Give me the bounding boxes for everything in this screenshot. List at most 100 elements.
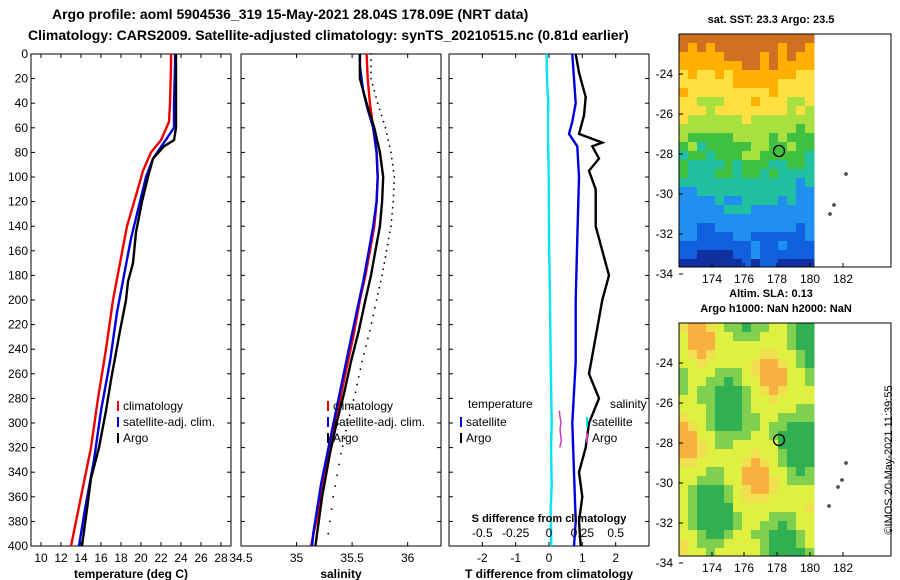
map-cell (787, 232, 797, 242)
map-cell (805, 458, 815, 468)
argo-dot (348, 414, 351, 417)
map-cell (751, 196, 761, 206)
map-cell (787, 187, 797, 197)
map-cell (724, 196, 734, 206)
map-cell (778, 79, 788, 89)
map-cell (715, 52, 725, 62)
map-cell (679, 160, 689, 170)
argo-dot (384, 126, 387, 129)
map-cell (760, 422, 770, 432)
map-cell (742, 214, 752, 224)
argo-dot (382, 268, 385, 271)
map-cell (688, 503, 698, 513)
argo-dot (363, 352, 365, 355)
map-cell (796, 169, 806, 179)
map-cell (778, 359, 788, 369)
map-cell (733, 458, 743, 468)
map-cell (715, 476, 725, 486)
map-cell (706, 70, 716, 80)
map-cell (805, 34, 815, 44)
map-cell (688, 79, 698, 89)
map-cell (769, 539, 779, 549)
map-cell (733, 61, 743, 71)
map-cell (787, 34, 797, 44)
map-cell (778, 476, 788, 486)
map-cell (742, 449, 752, 459)
map-cell (742, 250, 752, 260)
map-cell (679, 61, 689, 71)
map-cell (724, 250, 734, 260)
map-cell (796, 413, 806, 423)
argo-dot (359, 368, 362, 371)
map-cell (697, 160, 707, 170)
map-cell (751, 106, 761, 116)
map-cell (760, 133, 770, 143)
legend-label: satellite-adj. clim. (333, 415, 425, 429)
y-tick-label: 240 (8, 342, 28, 356)
map-cell (796, 106, 806, 116)
map-cell (724, 178, 734, 188)
x-tick-label: 1 (579, 551, 586, 565)
map-cell (742, 43, 752, 53)
map-cell (715, 133, 725, 143)
map-cell (778, 458, 788, 468)
map-cell (778, 178, 788, 188)
map-cell (778, 124, 788, 134)
map-cell (688, 377, 698, 387)
argo-dot (373, 90, 376, 92)
map-cell (796, 521, 806, 531)
map-cell (760, 115, 770, 125)
map-cell (715, 61, 725, 71)
map-cell (697, 503, 707, 513)
map-cell (778, 395, 788, 405)
map-cell (715, 377, 725, 387)
map-cell (715, 395, 725, 405)
map-cell (715, 250, 725, 260)
map-cell (769, 422, 779, 432)
map-cell (769, 485, 779, 495)
map-cell (796, 223, 806, 233)
map-cell (724, 458, 734, 468)
map-cell (805, 485, 815, 495)
map-x-tick-label: 176 (734, 272, 754, 286)
map-cell (742, 223, 752, 233)
map-cell (715, 368, 725, 378)
map-cell (688, 467, 698, 477)
map-cell (787, 467, 797, 477)
argo-dot (373, 306, 376, 309)
map-cell (688, 404, 698, 414)
map-x-tick-label: 174 (702, 272, 722, 286)
map-cell (706, 494, 716, 504)
map-cell (679, 494, 689, 504)
map-cell (706, 250, 716, 260)
map-cell (778, 133, 788, 143)
map-cell (805, 106, 815, 116)
map-cell (697, 241, 707, 251)
panel-temperature: 0 20 40 60 80 100 120 140 160 180 200 220 240 260 280 3… (8, 47, 232, 580)
map-cell (688, 359, 698, 369)
map-cell (715, 70, 725, 80)
map-cell (733, 539, 743, 549)
map-cell (724, 368, 734, 378)
map-cell (733, 404, 743, 414)
map-cell (706, 232, 716, 242)
series-line-Argo (314, 54, 385, 547)
map-cell (706, 169, 716, 179)
map-cell (760, 250, 770, 260)
map-cell (769, 187, 779, 197)
map-cell (715, 422, 725, 432)
map-cell (778, 259, 788, 268)
y-tick-label: 340 (8, 465, 28, 479)
map-cell (751, 133, 761, 143)
map-cell (724, 350, 734, 360)
x-tick-label: 35 (290, 551, 304, 565)
map-cell (796, 323, 806, 333)
map-cell (715, 404, 725, 414)
map-cell (715, 413, 725, 423)
map-cell (751, 503, 761, 513)
map-cell (760, 386, 770, 396)
map-cell (796, 548, 806, 557)
map-cell (760, 61, 770, 71)
map-cell (724, 395, 734, 405)
map-cell (688, 530, 698, 540)
